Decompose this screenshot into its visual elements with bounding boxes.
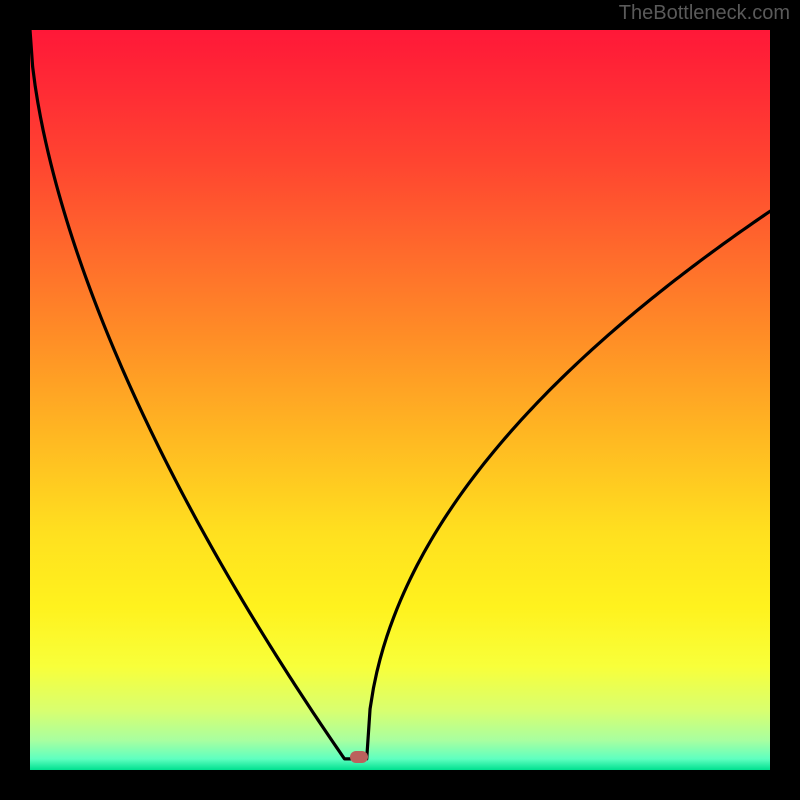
bottleneck-curve	[30, 30, 770, 770]
watermark-text: TheBottleneck.com	[619, 2, 790, 25]
chart-container: TheBottleneck.com	[0, 0, 800, 800]
minimum-marker	[350, 751, 368, 763]
plot-area	[30, 30, 770, 770]
